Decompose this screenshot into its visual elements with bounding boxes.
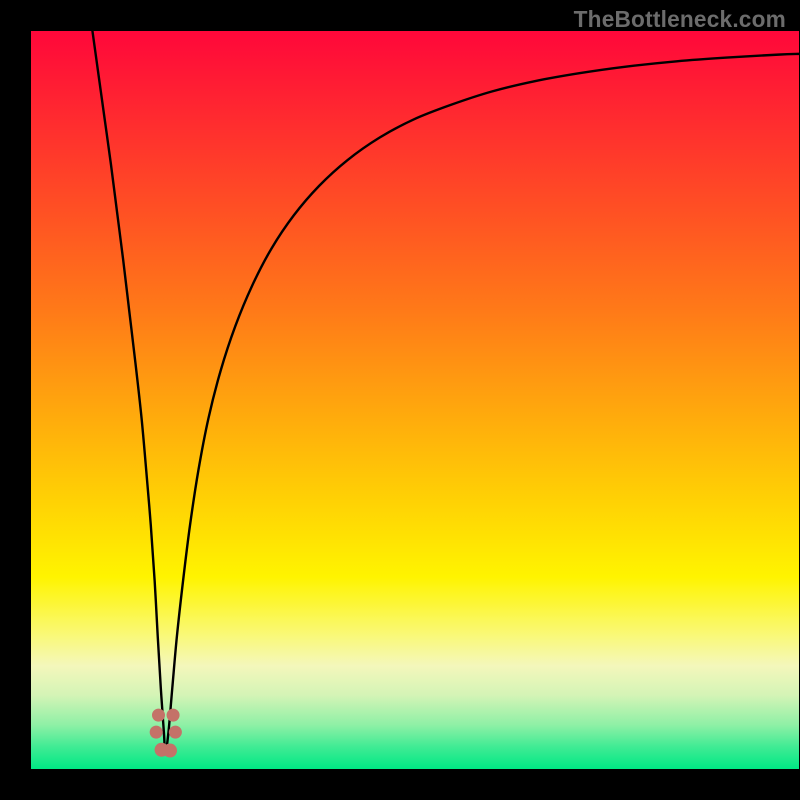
curve-markers [150, 709, 182, 758]
bottleneck-curve [31, 31, 799, 769]
data-marker [167, 709, 180, 722]
data-marker [152, 709, 165, 722]
canvas: TheBottleneck.com [0, 0, 800, 800]
data-marker [163, 744, 177, 758]
watermark-text: TheBottleneck.com [574, 6, 786, 33]
data-marker [150, 726, 163, 739]
plot-area [31, 31, 799, 769]
data-marker [169, 726, 182, 739]
